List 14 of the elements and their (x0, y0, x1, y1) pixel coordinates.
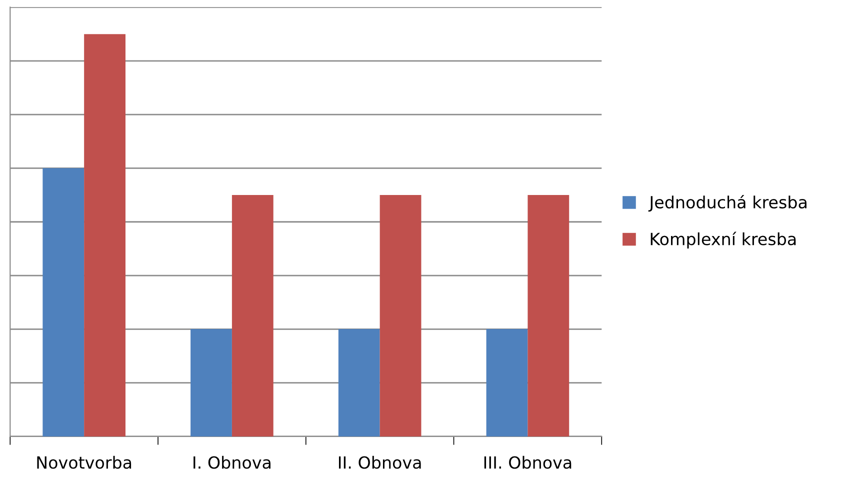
bar (486, 329, 528, 436)
x-tick-label: II. Obnova (338, 456, 421, 469)
bar (42, 168, 84, 436)
bar (190, 329, 232, 436)
x-tick-label: Novotvorba (37, 456, 132, 469)
bar (380, 195, 422, 436)
legend-label: Komplexní kresba (650, 232, 796, 249)
bar (232, 195, 274, 436)
bar (84, 34, 126, 436)
x-tick-label: III. Obnova (484, 456, 572, 469)
bar (338, 329, 380, 436)
bar (528, 195, 570, 436)
x-tick-label: I. Obnova (194, 456, 270, 469)
legend-label: Jednoduchá kresba (648, 194, 806, 212)
